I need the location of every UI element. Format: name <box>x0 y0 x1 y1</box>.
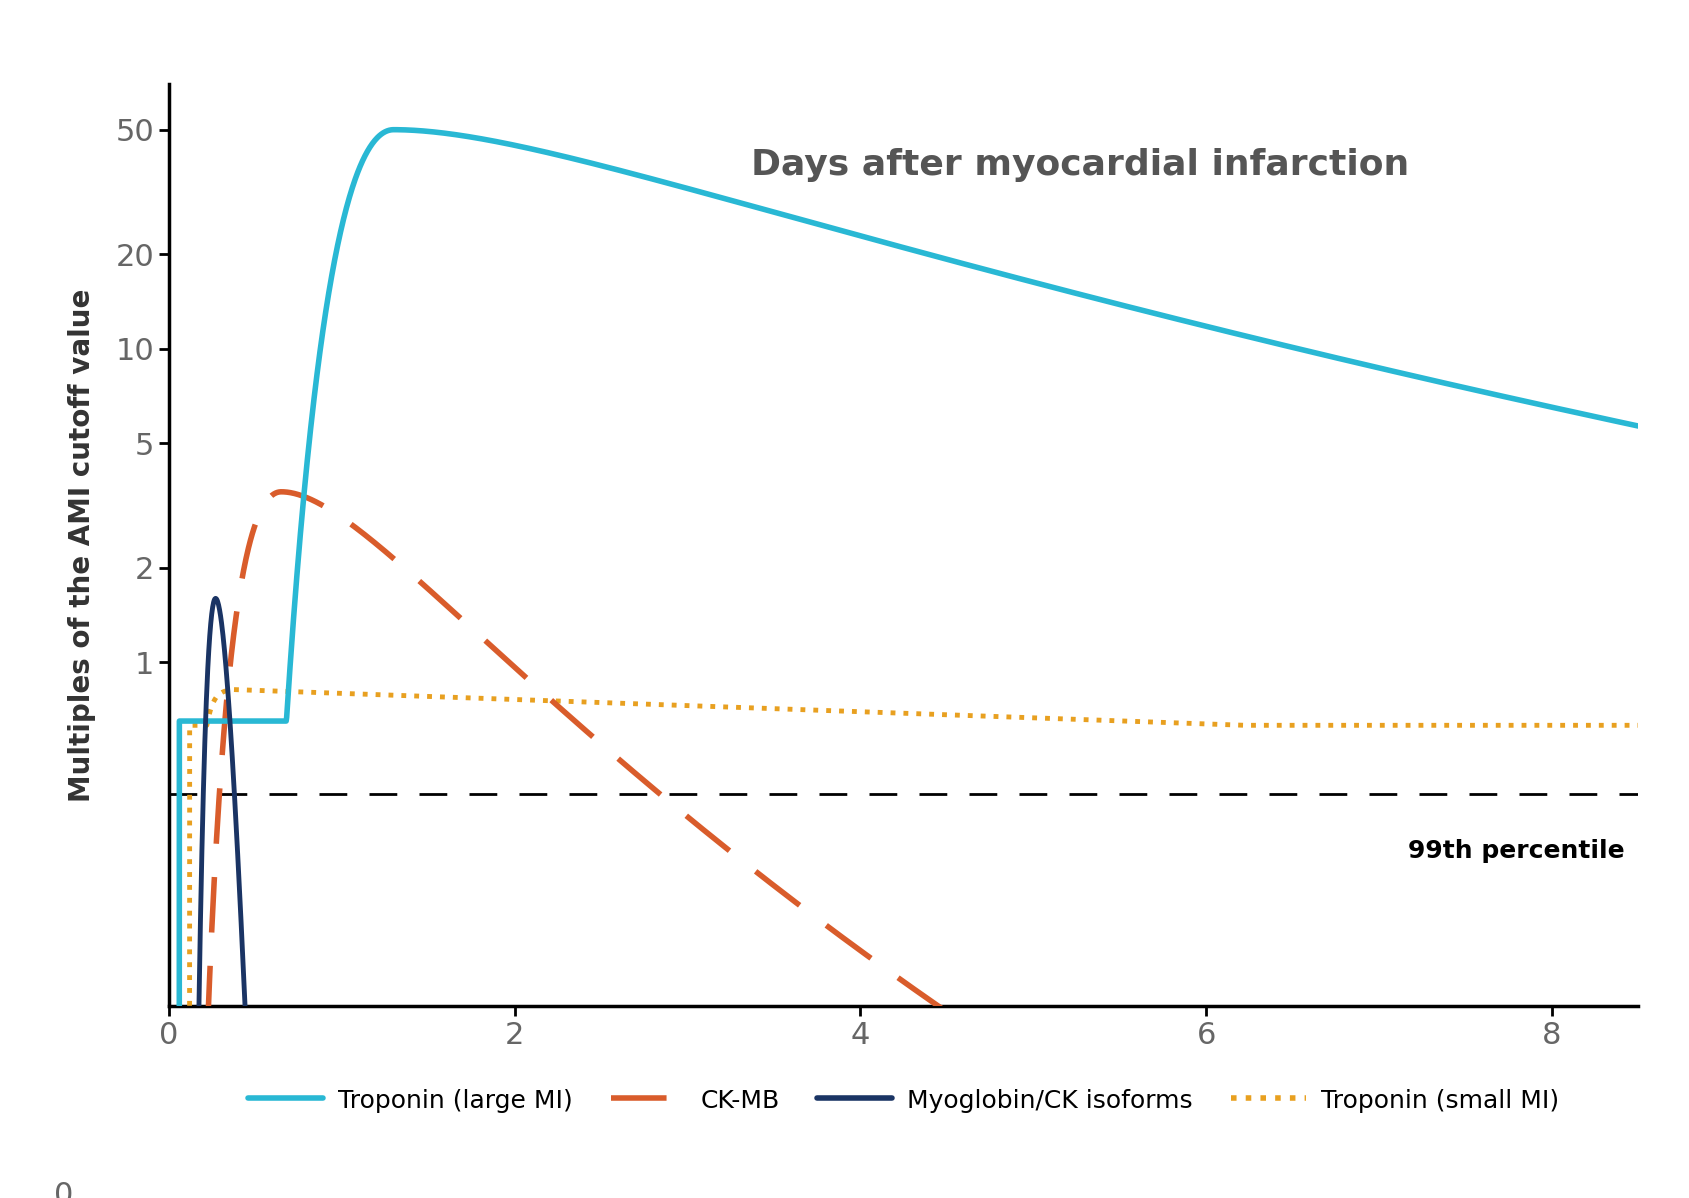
Line: CK-MB: CK-MB <box>169 492 1638 1198</box>
Troponin (large MI) <box>414 123 434 138</box>
Troponin (large MI) <box>1599 413 1620 428</box>
CK-MB <box>328 508 348 522</box>
CK-MB <box>787 896 807 910</box>
Troponin (large MI) <box>1628 419 1648 434</box>
Troponin (small MI) <box>1599 718 1620 732</box>
Troponin (small MI) <box>723 700 743 714</box>
Troponin (small MI) <box>1628 718 1648 732</box>
CK-MB <box>415 579 436 593</box>
Legend: Troponin (large MI), CK-MB, Myoglobin/CK isoforms, Troponin (small MI): Troponin (large MI), CK-MB, Myoglobin/CK… <box>238 1078 1569 1123</box>
Troponin (large MI) <box>787 211 807 225</box>
Troponin (small MI) <box>328 686 348 701</box>
Troponin (large MI) <box>723 194 743 208</box>
Troponin (large MI) <box>383 122 404 137</box>
Troponin (small MI) <box>787 702 807 716</box>
CK-MB <box>272 485 292 500</box>
Line: Troponin (large MI): Troponin (large MI) <box>169 129 1638 1198</box>
Troponin (small MI) <box>1441 718 1461 732</box>
Text: 0: 0 <box>54 1180 73 1198</box>
Y-axis label: Multiples of the AMI cutoff value: Multiples of the AMI cutoff value <box>68 289 96 801</box>
Text: 99th percentile: 99th percentile <box>1409 839 1625 863</box>
Troponin (small MI) <box>220 682 240 696</box>
Text: Days after myocardial infarction: Days after myocardial infarction <box>752 149 1409 182</box>
Troponin (small MI) <box>414 689 434 703</box>
Myoglobin/CK isoforms <box>206 591 226 605</box>
Line: Troponin (small MI): Troponin (small MI) <box>169 689 1638 1198</box>
Troponin (large MI) <box>1441 377 1461 392</box>
Line: Myoglobin/CK isoforms: Myoglobin/CK isoforms <box>169 598 1638 1198</box>
CK-MB <box>723 847 743 861</box>
Troponin (large MI) <box>326 243 346 258</box>
